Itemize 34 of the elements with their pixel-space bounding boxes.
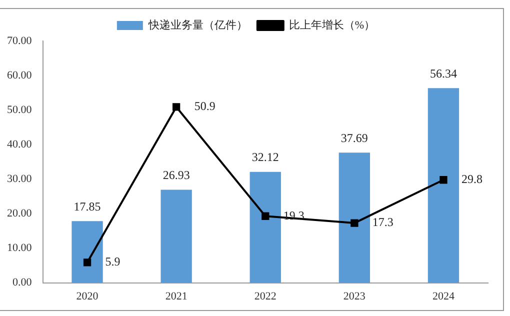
x-tick-label: 2022 <box>254 290 276 302</box>
y-tick-label: 0.00 <box>12 276 32 289</box>
point <box>172 103 180 111</box>
point <box>350 219 358 227</box>
legend-label: 快递业务量（亿件） <box>147 18 248 32</box>
data-label: 56.34 <box>430 66 457 80</box>
bar <box>338 152 370 283</box>
data-label: 32.12 <box>252 150 279 164</box>
legend-label: 比上年增长（%） <box>288 18 376 32</box>
y-tick-label: 70.00 <box>7 34 32 47</box>
x-tick-label: 2020 <box>76 290 99 302</box>
y-tick-label: 10.00 <box>7 242 32 254</box>
data-label: 50.9 <box>194 99 216 114</box>
y-tick-label: 60.00 <box>7 69 32 82</box>
x-tick-label: 2023 <box>343 290 366 302</box>
data-label: 17.3 <box>372 215 394 230</box>
bar <box>72 221 103 283</box>
x-tick-label: 2024 <box>432 290 455 302</box>
y-tick-label: 50.00 <box>7 104 32 116</box>
bar <box>250 172 281 283</box>
point <box>262 212 270 220</box>
point <box>83 258 92 266</box>
bar <box>428 88 460 283</box>
data-label: 5.9 <box>105 254 120 269</box>
point <box>440 176 448 184</box>
data-label: 17.85 <box>74 199 101 214</box>
data-label: 29.8 <box>461 172 482 186</box>
bar <box>160 190 192 283</box>
y-tick-label: 20.00 <box>7 208 32 220</box>
data-label: 37.69 <box>340 130 368 145</box>
x-tick-label: 2021 <box>165 290 188 302</box>
y-tick-label: 40.00 <box>7 138 32 151</box>
data-label: 26.93 <box>162 168 190 182</box>
y-tick-label: 30.00 <box>7 173 32 186</box>
